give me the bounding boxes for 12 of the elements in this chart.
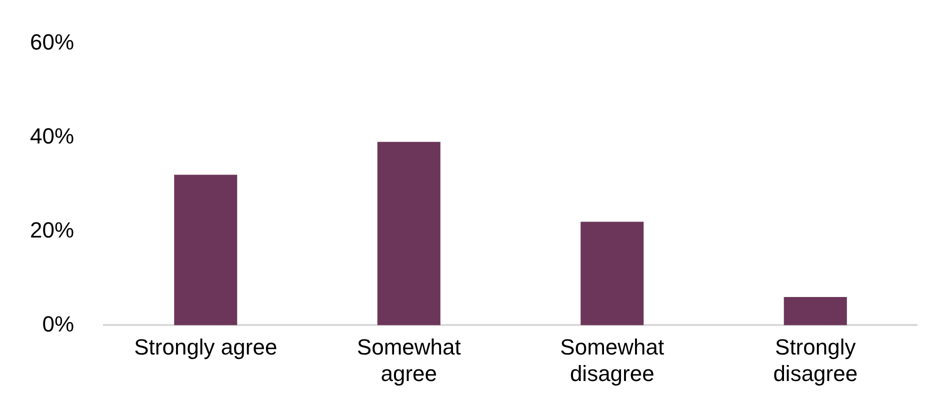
y-tick-label: 20% [30,217,74,242]
x-tick-label: Strongly disagree [773,334,858,386]
x-tick-label: Somewhat agree [356,334,461,386]
y-tick-label: 60% [30,29,74,54]
bar [580,222,644,326]
y-tick-label: 0% [42,311,74,336]
bar [784,297,847,326]
x-tick-label: Somewhat disagree [560,334,664,386]
y-tick-label: 40% [30,123,74,148]
bar [174,174,238,326]
bar [377,142,440,326]
x-tick-label: Strongly agree [134,334,278,360]
